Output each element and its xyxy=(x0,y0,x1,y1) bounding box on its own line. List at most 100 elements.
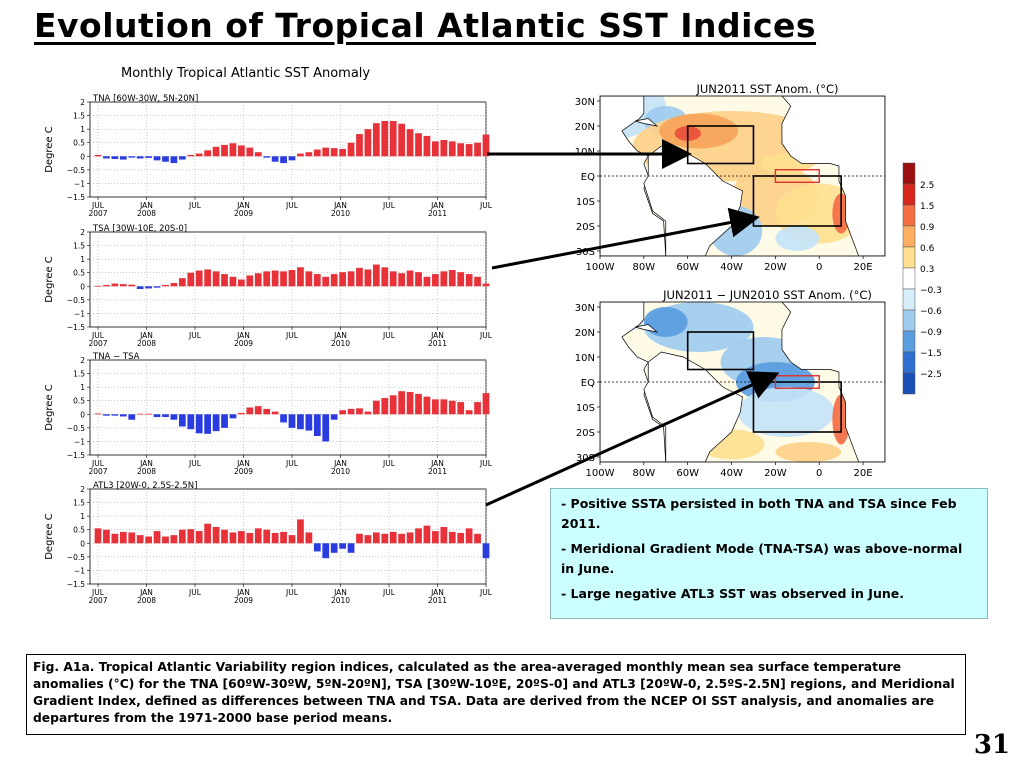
bar xyxy=(263,408,271,415)
x-tick-label: JUL xyxy=(479,588,493,597)
bar xyxy=(212,414,220,432)
lat-label: 20N xyxy=(575,122,595,133)
bar xyxy=(322,414,330,442)
y-tick-label: 2 xyxy=(80,98,85,107)
colorbar-swatch xyxy=(902,330,916,353)
bar xyxy=(128,532,136,544)
bar xyxy=(406,532,414,544)
bar xyxy=(474,142,481,157)
bar xyxy=(398,123,406,157)
bar xyxy=(330,148,338,157)
bar xyxy=(313,543,321,552)
bar xyxy=(389,121,397,157)
bar xyxy=(364,411,372,415)
lat-label: EQ xyxy=(581,172,595,183)
bar xyxy=(254,273,262,287)
bar xyxy=(229,414,237,419)
bar xyxy=(288,535,296,544)
x-tick-label: JAN xyxy=(139,331,153,340)
africa-landmass xyxy=(781,302,885,462)
bar xyxy=(195,414,203,434)
x-tick-label: JUL xyxy=(382,201,396,210)
lat-label: 30S xyxy=(576,453,595,464)
bar xyxy=(153,531,161,544)
bar xyxy=(356,267,363,287)
y-tick-label: 1 xyxy=(80,125,85,134)
bar xyxy=(482,393,490,415)
x-tick-label: JAN xyxy=(430,459,444,468)
lon-label: 40W xyxy=(720,262,743,273)
bar xyxy=(280,156,287,164)
bar xyxy=(415,133,422,157)
bar xyxy=(381,533,389,544)
summary-bullets: - Positive SSTA persisted in both TNA an… xyxy=(550,488,988,619)
lon-label: 20E xyxy=(854,468,873,479)
bar xyxy=(440,399,448,415)
bar xyxy=(111,533,119,544)
bar xyxy=(145,536,152,544)
bar xyxy=(238,412,245,415)
color-scale-legend: 2.5 1.5 0.9 0.6 0.3 −0.3 −0.6 −0.9 −1.5 −2.5 xyxy=(902,162,942,395)
x-tick-label: 2009 xyxy=(234,339,253,348)
bar xyxy=(212,271,220,287)
bar xyxy=(406,129,414,157)
bullet-item: - Large negative ATL3 SST was observed i… xyxy=(561,586,904,601)
lat-label: EQ xyxy=(581,378,595,389)
x-tick-label: 2009 xyxy=(234,209,253,218)
colorbar-swatch xyxy=(902,162,916,185)
x-tick-label: JAN xyxy=(139,201,153,210)
bar xyxy=(94,413,102,415)
x-tick-label: 2008 xyxy=(137,209,156,218)
bar xyxy=(339,543,346,549)
bar xyxy=(465,274,473,287)
colorbar-label: 0.3 xyxy=(920,265,934,275)
x-tick-label: JAN xyxy=(139,588,153,597)
bar xyxy=(381,398,389,415)
bar xyxy=(212,146,220,157)
bar xyxy=(145,413,152,415)
colorbar-swatch xyxy=(902,351,916,374)
x-tick-label: JAN xyxy=(333,588,347,597)
bar xyxy=(128,156,136,158)
bar xyxy=(119,284,127,287)
bar xyxy=(271,270,279,287)
y-tick-label: −1.5 xyxy=(67,193,85,202)
x-tick-label: JUL xyxy=(91,331,105,340)
bar xyxy=(482,543,490,559)
bar xyxy=(465,144,473,157)
x-tick-label: 2007 xyxy=(88,339,107,348)
bar xyxy=(305,414,313,431)
x-tick-label: 2011 xyxy=(428,339,447,348)
lat-label: 10S xyxy=(576,403,595,414)
bar xyxy=(162,284,169,287)
bar xyxy=(170,414,178,420)
bar xyxy=(364,535,372,544)
bar xyxy=(103,529,110,544)
x-tick-label: JAN xyxy=(236,331,250,340)
page-number: 31 xyxy=(973,730,1010,760)
y-tick-label: −0.5 xyxy=(67,166,85,175)
bar xyxy=(474,402,481,415)
x-tick-label: 2009 xyxy=(234,467,253,476)
bar xyxy=(246,275,254,287)
cuba-landmass xyxy=(634,118,659,127)
bar xyxy=(322,147,330,157)
lat-label: 30N xyxy=(575,97,595,108)
colorbar-swatch xyxy=(902,183,916,206)
bar xyxy=(136,286,144,289)
atl3-region-box xyxy=(774,169,820,183)
y-tick-label: −1 xyxy=(74,437,85,446)
y-tick-label: 1.5 xyxy=(73,370,85,379)
bar xyxy=(195,270,203,287)
bar xyxy=(136,413,144,415)
x-tick-label: JUL xyxy=(91,588,105,597)
bar xyxy=(440,527,448,544)
y-tick-label: −1.5 xyxy=(67,323,85,332)
bar xyxy=(313,414,321,436)
bar xyxy=(187,154,195,157)
bar xyxy=(297,414,304,430)
lat-label: 20S xyxy=(576,428,595,439)
bar xyxy=(145,156,152,158)
map-title: JUN2011 − JUN2010 SST Anom. (°C) xyxy=(662,288,872,302)
